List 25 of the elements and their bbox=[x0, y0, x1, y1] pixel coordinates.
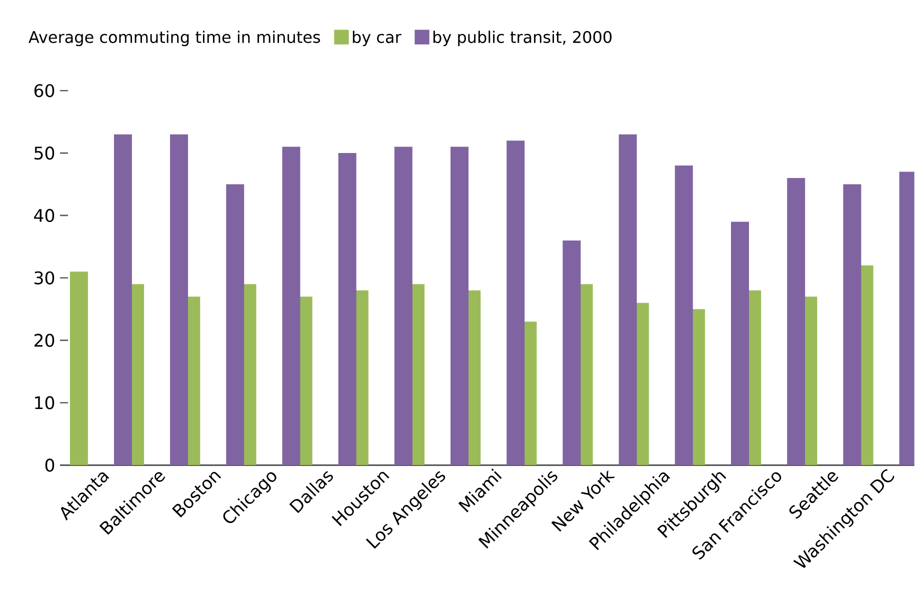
bar bbox=[843, 184, 862, 466]
bar bbox=[506, 140, 525, 466]
legend-label: by public transit, 2000 bbox=[433, 30, 612, 46]
legend-title: Average commuting time in minutes bbox=[28, 30, 320, 46]
y-tick-label: 60 bbox=[34, 84, 54, 98]
bar bbox=[562, 240, 581, 466]
bar bbox=[674, 165, 693, 466]
bar bbox=[170, 134, 188, 466]
y-tick-label: 20 bbox=[34, 334, 54, 347]
legend-label: by car bbox=[352, 30, 402, 46]
bar bbox=[226, 184, 244, 466]
bar bbox=[394, 146, 412, 466]
y-tick-label: 40 bbox=[34, 208, 54, 222]
bar bbox=[787, 178, 806, 466]
y-tick-label: 0 bbox=[45, 458, 54, 472]
y-tick-label: 30 bbox=[34, 271, 54, 284]
y-tick-label: 10 bbox=[35, 396, 54, 410]
bar bbox=[450, 146, 468, 466]
bar bbox=[618, 134, 637, 466]
bar bbox=[282, 146, 300, 466]
bar bbox=[70, 272, 88, 466]
bar bbox=[338, 153, 356, 466]
bar bbox=[730, 222, 749, 466]
y-tick-label: 50 bbox=[34, 146, 54, 160]
bar bbox=[114, 134, 132, 466]
